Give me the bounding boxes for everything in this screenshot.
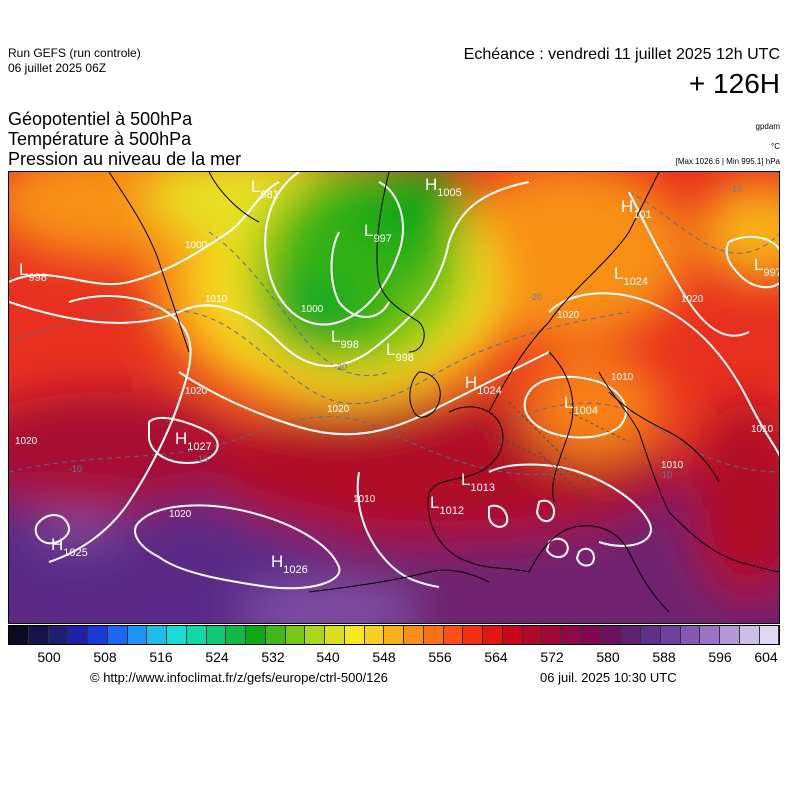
isobar-label: 1010 [661,460,684,471]
colorbar-cell [167,626,187,644]
colorbar [8,625,780,645]
country-borders [448,401,630,513]
isobar-label: 1010 [611,372,634,383]
colorbar-tick-label: 532 [261,649,285,665]
isobar-label: 1020 [15,436,38,447]
colorbar-cell [344,626,365,644]
isobar-label: 1020 [169,509,192,520]
colorbar-cell [522,626,543,644]
isotherm-label: -20 [529,292,542,302]
forecast-horizon: + 126H [688,68,780,99]
colorbar-cell [443,626,464,644]
colorbar-cell [423,626,444,644]
param-pressure: Pression au niveau de la mer [8,149,242,169]
colorbar-tick-label: 556 [428,649,452,665]
colorbar-cell [483,626,503,644]
colorbar-tick-label: 604 [754,649,778,665]
colorbar-cell [246,626,266,644]
colorbar-ticks: 500 508 516 524 532 540 548 556 564 572 580 588 596 6… [8,649,780,665]
isotherm-label: -10 [659,470,672,480]
param-temperature: Température à 500hPa [8,129,192,149]
colorbar-cell [720,626,740,644]
colorbar-cell [680,626,701,644]
isobar-label: 1010 [353,494,376,505]
isobar-label: 1020 [327,404,350,415]
colorbar-cell [660,626,681,644]
colorbar-cell [621,626,641,644]
colorbar-cell [68,626,88,644]
forecast-valid-time: Echéance : vendredi 11 juillet 2025 12h … [463,46,780,63]
colorbar-tick-label: 596 [708,649,732,665]
colorbar-cell [226,626,246,644]
colorbar-cell [601,626,622,644]
colorbar-cell [502,626,523,644]
colorbar-tick-label: 508 [93,649,117,665]
colorbar-cell [700,626,720,644]
colorbar-cell [542,626,562,644]
unit-pressure-range: [Max 1026.6 | Min 995.1] hPa [675,157,780,166]
colorbar-cell [305,626,325,644]
colorbar-cell [127,626,148,644]
colorbar-cell [759,626,780,644]
colorbar-cell [364,626,385,644]
colorbar-tick-label: 500 [37,649,61,665]
source-credit: © http://www.infoclimat.fr/z/gefs/europe… [90,670,388,685]
colorbar-tick-label: 588 [652,649,676,665]
colorbar-tick-label: 524 [205,649,229,665]
colorbar-tick-label: 564 [484,649,508,665]
isobar-lines [9,172,779,590]
isobar-label: 1020 [681,294,704,305]
isobar-label: 1010 [205,294,228,305]
isotherm-label: -20 [334,362,347,372]
issued-timestamp: 06 juil. 2025 10:30 UTC [540,670,677,685]
colorbar-cell [581,626,602,644]
run-title: Run GEFS (run controle) [8,46,141,60]
isotherm-label: -10 [69,464,82,474]
isobar-label: 1020 [557,310,580,321]
colorbar-cell [9,626,29,644]
isobar-label: 1000 [301,304,324,315]
isobar-label: 1000 [185,240,208,251]
colorbar-cell [739,626,760,644]
colorbar-cell [206,626,227,644]
coastlines [108,172,779,613]
colorbar-tick-label: 580 [596,649,620,665]
unit-temperature: °C [771,142,780,151]
contour-labels: 1000 1010 1020 1020 1020 1020 1010 1020 1020 1010… [15,184,774,520]
colorbar-cell [404,626,424,644]
isotherm-label: -10 [729,184,742,194]
low-pressure-center: L998 [386,340,414,364]
colorbar-cell [285,626,306,644]
colorbar-tick-label: 572 [540,649,564,665]
isotherm-label: -10 [195,454,208,464]
colorbar-cell [88,626,108,644]
colorbar-cell [641,626,661,644]
colorbar-cell [186,626,207,644]
colorbar-tick-label: 540 [316,649,340,665]
colorbar-cell [265,626,286,644]
run-date: 06 juillet 2025 06Z [8,61,107,75]
colorbar-tick-label: 516 [149,649,173,665]
colorbar-tick-label: 548 [372,649,396,665]
colorbar-cell [562,626,582,644]
unit-geopotential: gpdam [755,122,780,131]
weather-map: L981 H1005 L997 L998 L998 L998 H101 L1024 L997 H1… [8,171,780,624]
colorbar-cell [384,626,404,644]
colorbar-cell [107,626,128,644]
colorbar-cell [147,626,167,644]
colorbar-cell [48,626,69,644]
colorbar-cell [325,626,345,644]
isobar-label: 1020 [185,386,208,397]
colorbar-cell [28,626,49,644]
isobar-label: 1010 [751,424,774,435]
colorbar-cell [463,626,483,644]
param-geopotential: Géopotentiel à 500hPa [8,109,193,129]
